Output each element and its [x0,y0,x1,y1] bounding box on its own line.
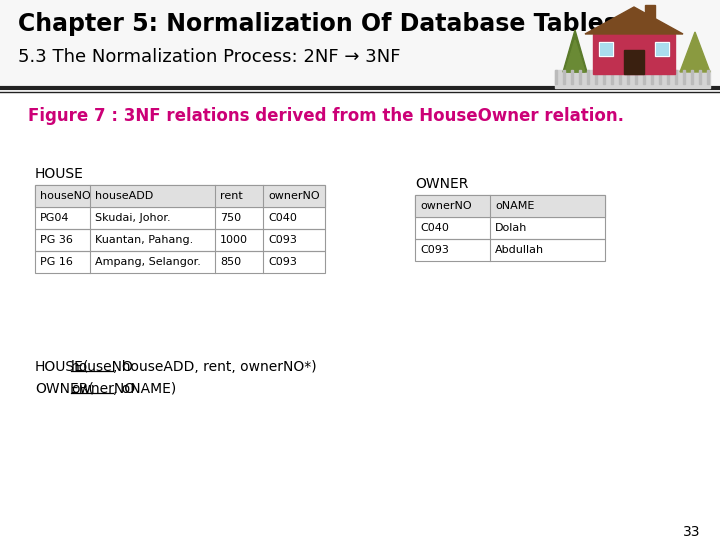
Bar [699,70,701,84]
Text: HOUSE: HOUSE [35,167,84,181]
Bar [35,207,325,229]
Text: houseADD: houseADD [95,191,153,201]
Bar [619,70,621,84]
Bar [571,70,573,84]
Text: 750: 750 [220,213,241,223]
Bar [587,70,589,84]
Bar [415,195,605,217]
Bar [651,70,653,84]
Bar [645,5,655,23]
Text: PG 36: PG 36 [40,235,73,245]
Bar [595,70,597,84]
Bar [415,239,605,261]
Bar [35,185,325,207]
Text: C040: C040 [420,223,449,233]
Bar [659,70,661,84]
Text: ownerNO: ownerNO [71,382,135,396]
Text: 850: 850 [220,257,241,267]
Bar [643,70,645,84]
Polygon shape [565,40,585,72]
Bar [415,195,605,217]
Polygon shape [585,7,683,34]
Text: oNAME: oNAME [495,201,534,211]
Bar [415,217,605,239]
Bar [611,70,613,84]
Bar [635,70,637,84]
Bar [35,207,325,229]
Text: OWNER(: OWNER( [35,382,94,396]
Text: , houseADD, rent, ownerNO*): , houseADD, rent, ownerNO*) [113,360,317,374]
Text: C093: C093 [420,245,449,255]
Bar [555,70,710,88]
Text: Dolah: Dolah [495,223,527,233]
Bar [655,42,669,56]
Text: Ampang, Selangor.: Ampang, Selangor. [95,257,201,267]
Bar [667,70,669,84]
Bar [415,217,605,239]
Bar [35,229,325,251]
Text: Figure 7 : 3NF relations derived from the HouseOwner relation.: Figure 7 : 3NF relations derived from th… [28,107,624,125]
Bar [691,70,693,84]
Text: PG 16: PG 16 [40,257,73,267]
Text: Chapter 5: Normalization Of Database Tables: Chapter 5: Normalization Of Database Tab… [18,12,618,36]
Polygon shape [680,32,710,72]
Text: rent: rent [220,191,243,201]
Bar [0,0,720,88]
Text: OWNER: OWNER [415,177,469,191]
Text: houseNO: houseNO [71,360,134,374]
Text: ownerNO: ownerNO [268,191,320,201]
Bar [624,50,644,74]
Text: Kuantan, Pahang.: Kuantan, Pahang. [95,235,193,245]
Text: HOUSE(: HOUSE( [35,360,89,374]
Bar [707,70,709,84]
Text: , oNAME): , oNAME) [113,382,176,396]
Bar [675,70,677,84]
Text: C093: C093 [268,235,297,245]
Bar [593,34,675,74]
Bar [579,70,581,84]
Text: ownerNO: ownerNO [420,201,472,211]
Bar [555,70,557,84]
Text: Abdullah: Abdullah [495,245,544,255]
Bar [563,70,565,84]
Text: houseNO: houseNO [40,191,91,201]
Bar [627,70,629,84]
Text: Skudai, Johor.: Skudai, Johor. [95,213,171,223]
Bar [683,70,685,84]
Bar [655,42,669,56]
Polygon shape [563,30,587,72]
Text: PG04: PG04 [40,213,70,223]
Bar [35,251,325,273]
Text: C040: C040 [268,213,297,223]
Bar [599,42,613,56]
Bar [35,251,325,273]
Text: 5.3 The Normalization Process: 2NF → 3NF: 5.3 The Normalization Process: 2NF → 3NF [18,48,400,66]
Text: 33: 33 [683,525,700,539]
Bar [35,185,325,207]
Bar [599,42,613,56]
Bar [35,229,325,251]
Bar [603,70,605,84]
Text: 1000: 1000 [220,235,248,245]
Bar [415,239,605,261]
Text: C093: C093 [268,257,297,267]
